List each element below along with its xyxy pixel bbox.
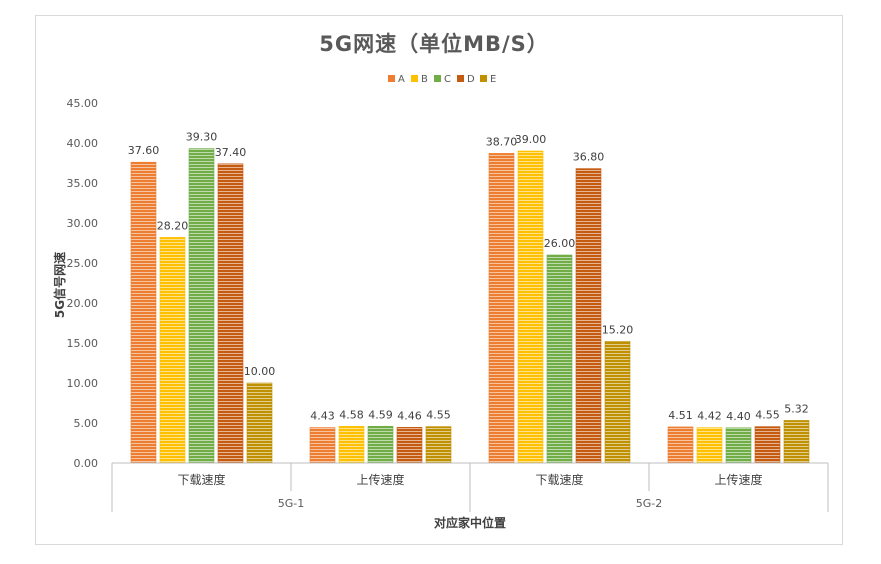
data-label: 37.60 <box>128 144 160 157</box>
x-group-label: 5G-1 <box>278 497 305 510</box>
data-label: 26.00 <box>544 237 576 250</box>
bar-c <box>546 254 573 464</box>
bar-c <box>725 427 752 464</box>
bar-d <box>217 163 244 464</box>
legend-label: E <box>490 74 496 85</box>
legend-swatch-e <box>480 75 487 82</box>
x-axis-title: 对应家中位置 <box>434 515 506 530</box>
data-label: 4.55 <box>426 409 451 422</box>
data-label: 4.42 <box>697 410 722 423</box>
data-label: 38.70 <box>486 135 518 148</box>
data-label: 10.00 <box>244 365 276 378</box>
data-label: 4.46 <box>397 409 422 422</box>
bar-b <box>338 426 365 464</box>
bar-a <box>309 427 336 464</box>
bar-e <box>425 426 452 464</box>
bar-b <box>696 427 723 464</box>
bar-e <box>246 382 273 464</box>
legend-swatch-b <box>411 75 418 82</box>
y-axis: 0.00 5.00 10.00 15.00 20.00 25.00 30.00 35.00 40… <box>67 97 99 470</box>
data-label: 4.40 <box>726 410 751 423</box>
legend-swatch-d <box>457 75 464 82</box>
data-label: 4.43 <box>310 410 335 423</box>
x-axis: 下载速度 上传速度 下载速度 上传速度 5G-1 5G-2 <box>111 462 829 512</box>
y-axis-title: 5G信号网速 <box>52 252 67 318</box>
bar-e <box>604 341 631 464</box>
bar-e <box>783 420 810 464</box>
bar-a <box>667 426 694 464</box>
data-label: 4.58 <box>339 408 364 421</box>
legend: A B C D E <box>388 74 496 85</box>
y-tick-label: 20.00 <box>67 297 99 310</box>
data-label: 36.80 <box>573 151 605 164</box>
y-tick-label: 35.00 <box>67 177 99 190</box>
y-tick-label: 40.00 <box>67 137 99 150</box>
x-group-label: 5G-2 <box>636 497 663 510</box>
x-category-label: 下载速度 <box>177 472 225 487</box>
data-label: 5.32 <box>784 402 809 415</box>
x-category-label: 上传速度 <box>356 472 404 487</box>
bar-a <box>130 161 157 464</box>
y-tick-label: 5.00 <box>74 417 99 430</box>
legend-swatch-c <box>434 75 441 82</box>
data-label: 39.30 <box>186 131 218 144</box>
bar-c <box>188 148 215 464</box>
y-tick-label: 10.00 <box>67 377 99 390</box>
legend-label: C <box>444 74 451 85</box>
y-tick-label: 45.00 <box>67 97 99 110</box>
y-tick-label: 30.00 <box>67 217 99 230</box>
data-label: 15.20 <box>602 323 634 336</box>
bar-c <box>367 425 394 464</box>
y-tick-label: 0.00 <box>74 457 99 470</box>
bar-a <box>488 153 515 464</box>
bar-d <box>575 168 602 464</box>
data-label: 28.20 <box>157 219 189 232</box>
bar-d <box>396 427 423 464</box>
bars: 37.60 28.20 39.30 37.40 10.00 4.43 4.58 4.59 4.4… <box>128 131 810 464</box>
legend-swatch-a <box>388 75 395 82</box>
bar-d <box>754 426 781 464</box>
legend-label: B <box>421 74 428 85</box>
data-label: 4.55 <box>755 409 780 422</box>
bar-b <box>159 237 186 464</box>
data-label: 4.59 <box>368 408 393 421</box>
bar-b <box>517 150 544 464</box>
legend-label: A <box>398 74 405 85</box>
x-category-label: 下载速度 <box>535 472 583 487</box>
data-label: 4.51 <box>668 409 693 422</box>
y-tick-label: 25.00 <box>67 257 99 270</box>
chart-title: 5G网速（单位MB/S） <box>319 32 549 56</box>
legend-label: D <box>467 74 475 85</box>
y-tick-label: 15.00 <box>67 337 99 350</box>
x-category-label: 上传速度 <box>714 472 762 487</box>
data-label: 39.00 <box>515 133 547 146</box>
data-label: 37.40 <box>215 146 247 159</box>
